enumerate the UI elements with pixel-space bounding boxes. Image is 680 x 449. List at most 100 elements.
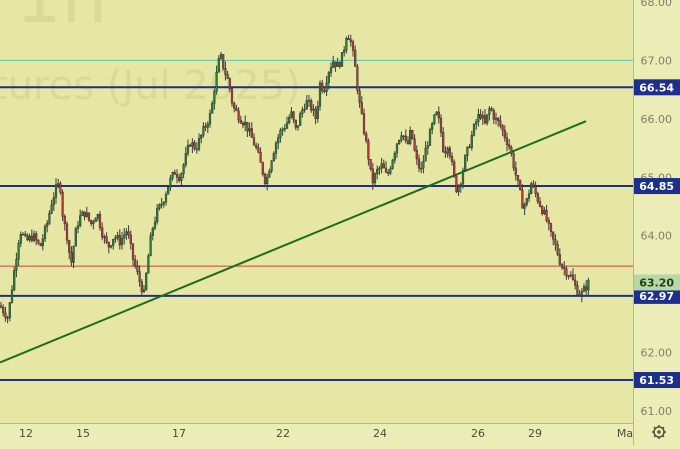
candle[interactable]: [541, 204, 544, 216]
candle[interactable]: [228, 77, 231, 93]
candle[interactable]: [259, 147, 262, 163]
candle[interactable]: [107, 241, 110, 254]
candle[interactable]: [197, 133, 201, 152]
candle[interactable]: [305, 95, 308, 110]
candle[interactable]: [76, 220, 80, 234]
candle[interactable]: [191, 138, 194, 154]
candle[interactable]: [415, 145, 418, 166]
candle[interactable]: [332, 55, 335, 69]
candle[interactable]: [268, 168, 271, 178]
candle[interactable]: [536, 191, 539, 205]
candle[interactable]: [129, 230, 132, 250]
candle[interactable]: [312, 104, 315, 117]
candle[interactable]: [252, 133, 256, 146]
candle[interactable]: [244, 115, 247, 132]
candle[interactable]: [499, 115, 502, 129]
candle[interactable]: [442, 127, 445, 153]
candle[interactable]: [558, 248, 561, 267]
candle[interactable]: [39, 242, 42, 247]
candle[interactable]: [182, 163, 185, 179]
candle[interactable]: [10, 285, 14, 304]
candle[interactable]: [466, 146, 469, 162]
candle[interactable]: [336, 57, 339, 67]
candle[interactable]: [241, 121, 245, 129]
candle[interactable]: [327, 70, 330, 90]
candle[interactable]: [395, 142, 399, 158]
candle[interactable]: [373, 172, 377, 186]
candle[interactable]: [215, 65, 218, 95]
candle[interactable]: [299, 111, 302, 126]
candle[interactable]: [266, 173, 269, 191]
candle[interactable]: [114, 234, 117, 243]
candle[interactable]: [501, 124, 504, 137]
candle[interactable]: [173, 169, 176, 175]
candle[interactable]: [446, 146, 449, 158]
candle[interactable]: [285, 116, 289, 130]
candle[interactable]: [30, 229, 33, 243]
candle[interactable]: [184, 146, 187, 168]
candle[interactable]: [61, 189, 64, 221]
candle[interactable]: [120, 231, 124, 250]
candle[interactable]: [464, 154, 467, 172]
candle[interactable]: [384, 161, 388, 174]
candle[interactable]: [246, 121, 249, 137]
candle[interactable]: [94, 217, 97, 223]
candle[interactable]: [4, 306, 7, 322]
candle[interactable]: [292, 111, 295, 124]
candle[interactable]: [270, 159, 273, 174]
candle[interactable]: [83, 211, 86, 221]
candle[interactable]: [347, 34, 350, 40]
candle[interactable]: [461, 167, 465, 189]
candle[interactable]: [538, 197, 542, 208]
candle[interactable]: [417, 154, 421, 173]
candle[interactable]: [156, 203, 159, 225]
candle[interactable]: [24, 230, 27, 238]
candle[interactable]: [413, 134, 416, 152]
candle[interactable]: [175, 169, 179, 184]
candle[interactable]: [59, 181, 62, 195]
candle[interactable]: [477, 108, 480, 127]
candle[interactable]: [552, 231, 555, 246]
candle[interactable]: [316, 100, 319, 123]
candle[interactable]: [554, 234, 557, 251]
candle[interactable]: [233, 101, 236, 113]
candle[interactable]: [523, 202, 526, 216]
candle[interactable]: [376, 165, 379, 180]
candle[interactable]: [294, 119, 297, 131]
candle[interactable]: [420, 161, 423, 174]
candle[interactable]: [169, 174, 172, 191]
candle[interactable]: [180, 172, 183, 186]
candle[interactable]: [455, 175, 458, 194]
candle[interactable]: [68, 239, 71, 260]
candle[interactable]: [468, 143, 471, 149]
candle[interactable]: [310, 98, 313, 113]
candle[interactable]: [545, 205, 548, 223]
candle[interactable]: [226, 70, 229, 80]
candle[interactable]: [307, 94, 311, 108]
candle[interactable]: [57, 178, 60, 189]
candle[interactable]: [140, 279, 143, 296]
candle[interactable]: [213, 88, 216, 110]
candle[interactable]: [547, 217, 550, 231]
candle[interactable]: [582, 283, 586, 293]
candle[interactable]: [222, 54, 225, 71]
candle[interactable]: [21, 232, 25, 236]
candle[interactable]: [486, 114, 489, 126]
candle[interactable]: [70, 246, 73, 267]
candle[interactable]: [391, 158, 394, 170]
candle[interactable]: [92, 219, 95, 230]
candle[interactable]: [314, 106, 317, 125]
candle[interactable]: [387, 169, 390, 177]
candle[interactable]: [224, 61, 227, 81]
candle[interactable]: [424, 141, 427, 162]
candle[interactable]: [43, 224, 47, 242]
candle[interactable]: [556, 240, 559, 256]
candle[interactable]: [79, 209, 82, 228]
candle[interactable]: [521, 184, 524, 209]
candle[interactable]: [274, 140, 278, 160]
candle[interactable]: [72, 245, 75, 268]
candle[interactable]: [26, 233, 29, 242]
candle[interactable]: [208, 109, 212, 128]
candle[interactable]: [81, 210, 84, 216]
candle[interactable]: [48, 210, 51, 225]
